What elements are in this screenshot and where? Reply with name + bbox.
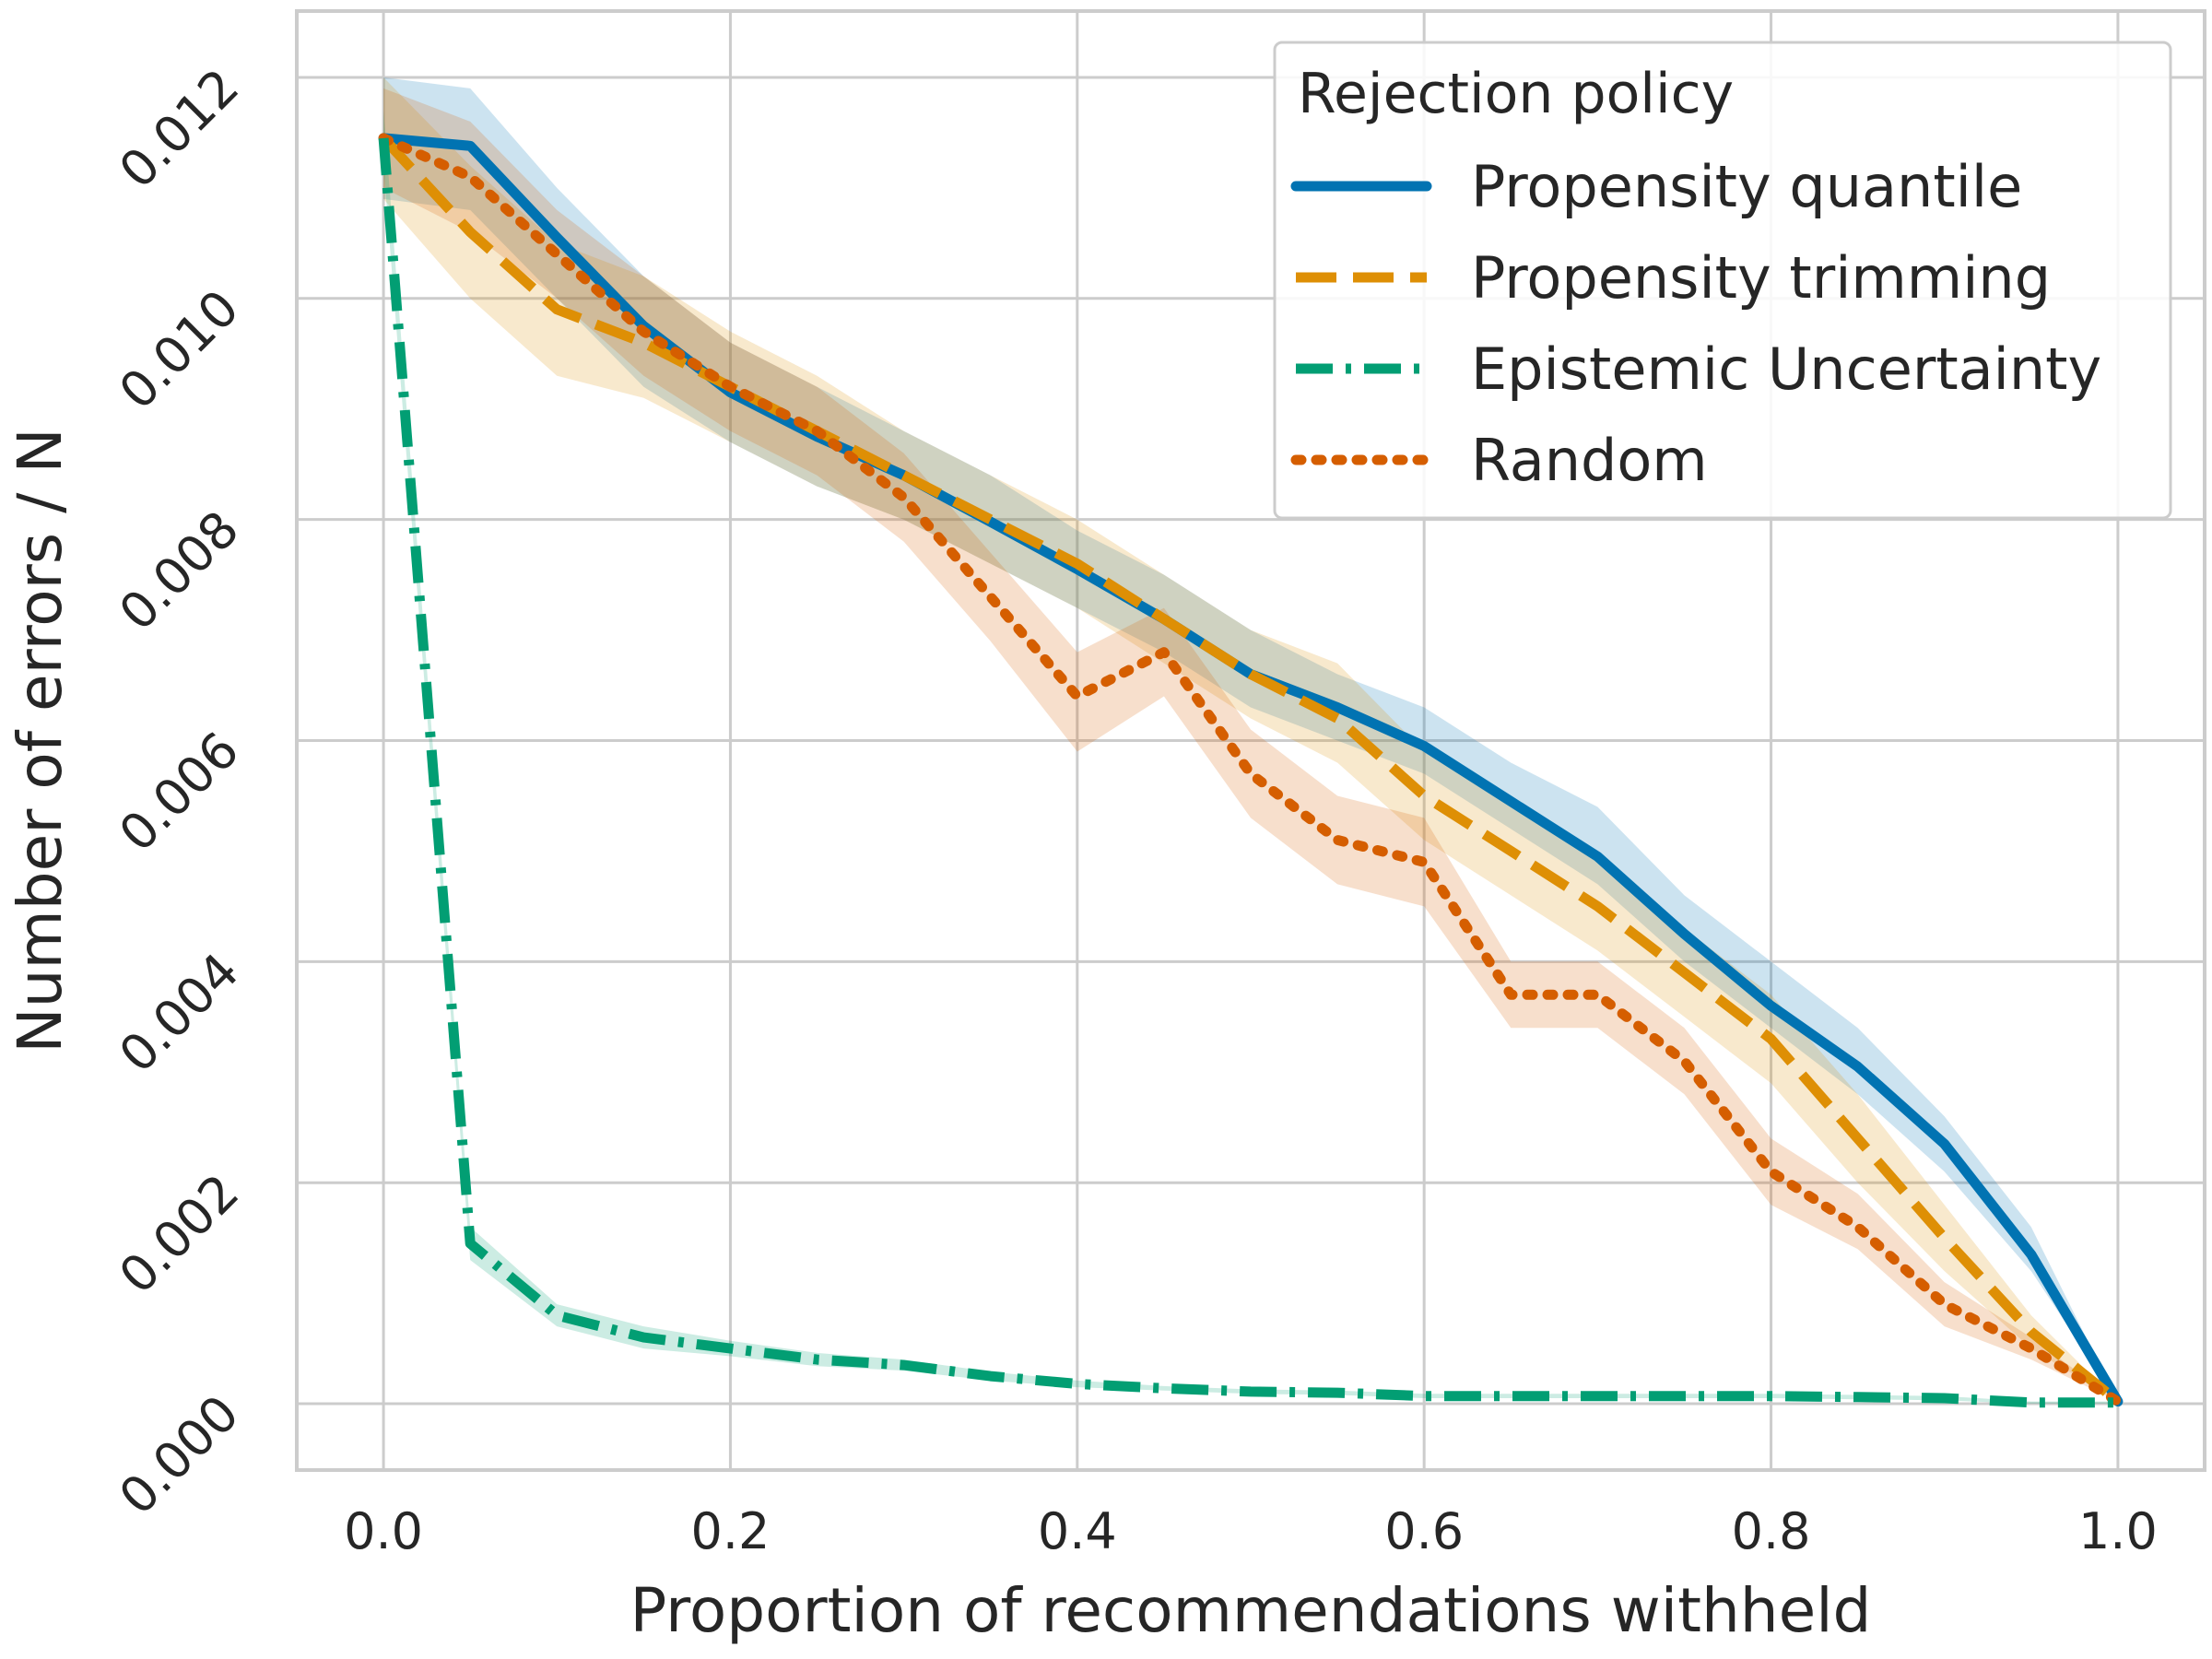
band-random (383, 88, 2118, 1402)
band-propensity-quantile (383, 77, 2118, 1402)
x-tick-label: 1.0 (2078, 1502, 2158, 1560)
x-tick-label: 0.0 (344, 1502, 423, 1560)
x-tick-label: 0.8 (1732, 1502, 1811, 1560)
legend-items: Propensity quantile Propensity trimming Ep… (1290, 153, 2101, 494)
x-axis-title: Proportion of recommendations withheld (630, 1575, 1872, 1646)
x-tick-label: 0.6 (1384, 1502, 1464, 1560)
y-tick-label: 0.002 (108, 1163, 250, 1305)
confidence-bands (383, 77, 2118, 1404)
series-lines (378, 133, 2124, 1408)
legend-label: Random (1471, 427, 1708, 494)
x-tick-label: 0.2 (691, 1502, 771, 1560)
line-propensity-trimming (380, 135, 2122, 1406)
legend-label: Propensity trimming (1471, 244, 2051, 312)
legend: Rejection policy Propensity quantileProp… (1273, 41, 2172, 520)
line-epistemic-uncertainty (378, 137, 2118, 1408)
y-tick-label: 0.012 (108, 58, 250, 200)
legend-label: Epistemic Uncertainty (1471, 335, 2101, 403)
x-tick-label: 0.4 (1038, 1502, 1117, 1560)
legend-title: Rejection policy (1298, 62, 1734, 126)
y-tick-label: 0.006 (108, 721, 250, 863)
band-propensity-trimming (383, 77, 2118, 1402)
y-axis-title: Number of errors / N (5, 428, 76, 1053)
legend-label: Propensity quantile (1471, 153, 2022, 220)
y-tick-label: 0.008 (108, 500, 250, 641)
y-tick-label: 0.010 (108, 278, 250, 420)
y-tick-label: 0.000 (108, 1384, 250, 1526)
line-random (378, 133, 2124, 1407)
plot-frame (295, 9, 2206, 1472)
y-tick-label: 0.004 (108, 942, 250, 1084)
legend-box (1273, 41, 2172, 520)
